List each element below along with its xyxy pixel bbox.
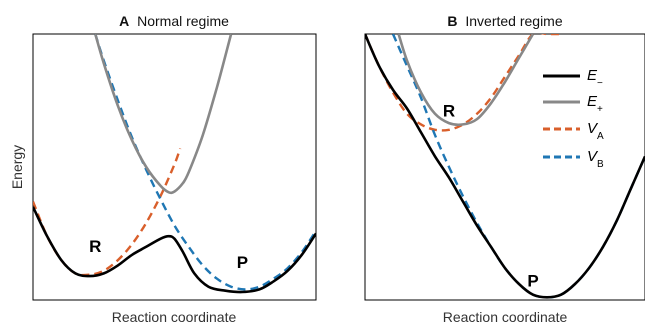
panel-a: A Normal regime RP Reaction coordinate E… (9, 13, 317, 324)
legend-label-v-a: VA (587, 120, 604, 142)
panel-b-title-text: Inverted regime (465, 13, 562, 29)
series-line-v-a-panel-a (33, 147, 182, 277)
series-line-v-b-panel-b (391, 34, 645, 299)
panel-a-xlabel: Reaction coordinate (112, 309, 237, 324)
series-line-e-plus-panel-a (94, 34, 233, 195)
legend: E− E+ VA VB (543, 67, 604, 170)
panel-a-plot: RP (33, 34, 316, 294)
panel-b: B Inverted regime RP Reaction coordinate… (364, 13, 645, 324)
series-line-e-minus-panel-b (365, 34, 645, 299)
state-label-r-panel-a: R (89, 237, 101, 256)
series-line-e-plus-panel-b (397, 34, 535, 127)
series-line-v-a-panel-b (365, 34, 561, 132)
panel-a-ylabel: Energy (9, 145, 25, 189)
panel-b-xlabel: Reaction coordinate (443, 309, 568, 324)
series-line-e-minus-panel-a (33, 206, 316, 294)
panel-b-frame (364, 33, 645, 301)
legend-label-e-plus: E+ (587, 93, 603, 115)
panel-a-frame (32, 33, 317, 301)
legend-item-v-a: VA (543, 120, 604, 142)
legend-item-e-minus: E− (543, 67, 603, 89)
legend-item-e-plus: E+ (543, 93, 603, 115)
panel-a-title-text: Normal regime (137, 13, 229, 29)
panel-b-letter: B (447, 13, 457, 29)
panel-b-plot: RP (365, 34, 645, 299)
legend-item-v-b: VB (543, 148, 604, 170)
series-line-v-b-panel-a (94, 34, 316, 291)
panel-b-title: B Inverted regime (447, 13, 562, 29)
panel-a-letter: A (119, 13, 129, 29)
state-label-p-panel-a: P (237, 253, 248, 272)
legend-label-v-b: VB (587, 148, 604, 170)
legend-label-e-minus: E− (587, 67, 603, 89)
state-label-r-panel-b: R (443, 101, 455, 120)
state-label-p-panel-b: P (527, 272, 538, 291)
panel-a-title: A Normal regime (119, 13, 229, 29)
